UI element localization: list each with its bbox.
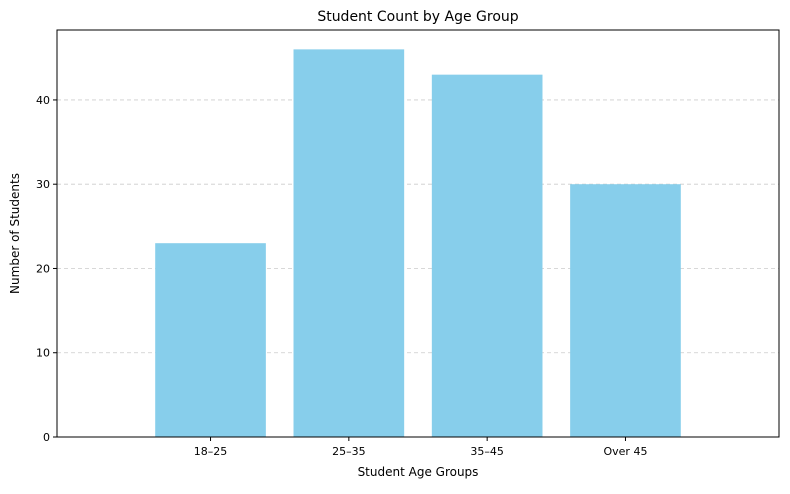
x-tick-label: 18–25: [194, 445, 228, 458]
bar: [431, 74, 543, 437]
y-axis-label: Number of Students: [8, 173, 22, 294]
bar: [293, 49, 405, 437]
bar: [570, 184, 681, 437]
y-axis-ticks: 0 10 20 30 40: [36, 94, 57, 444]
x-tick-label: 35–45: [470, 445, 504, 458]
bar: [155, 243, 266, 437]
y-tick-label: 30: [36, 178, 50, 191]
y-tick-label: 20: [36, 262, 50, 275]
axes-frame: [56, 29, 780, 438]
y-tick-label: 10: [36, 347, 50, 360]
chart-title: Student Count by Age Group: [317, 9, 518, 25]
y-tick-label: 40: [36, 94, 50, 107]
y-tick-label: 0: [43, 431, 50, 444]
x-axis-ticks: 18–25 25–35 35–45 Over 45: [194, 437, 647, 458]
x-tick-label: 25–35: [332, 445, 366, 458]
x-axis-label: Student Age Groups: [358, 465, 479, 479]
bars: [155, 49, 681, 437]
x-tick-label: Over 45: [603, 445, 647, 458]
